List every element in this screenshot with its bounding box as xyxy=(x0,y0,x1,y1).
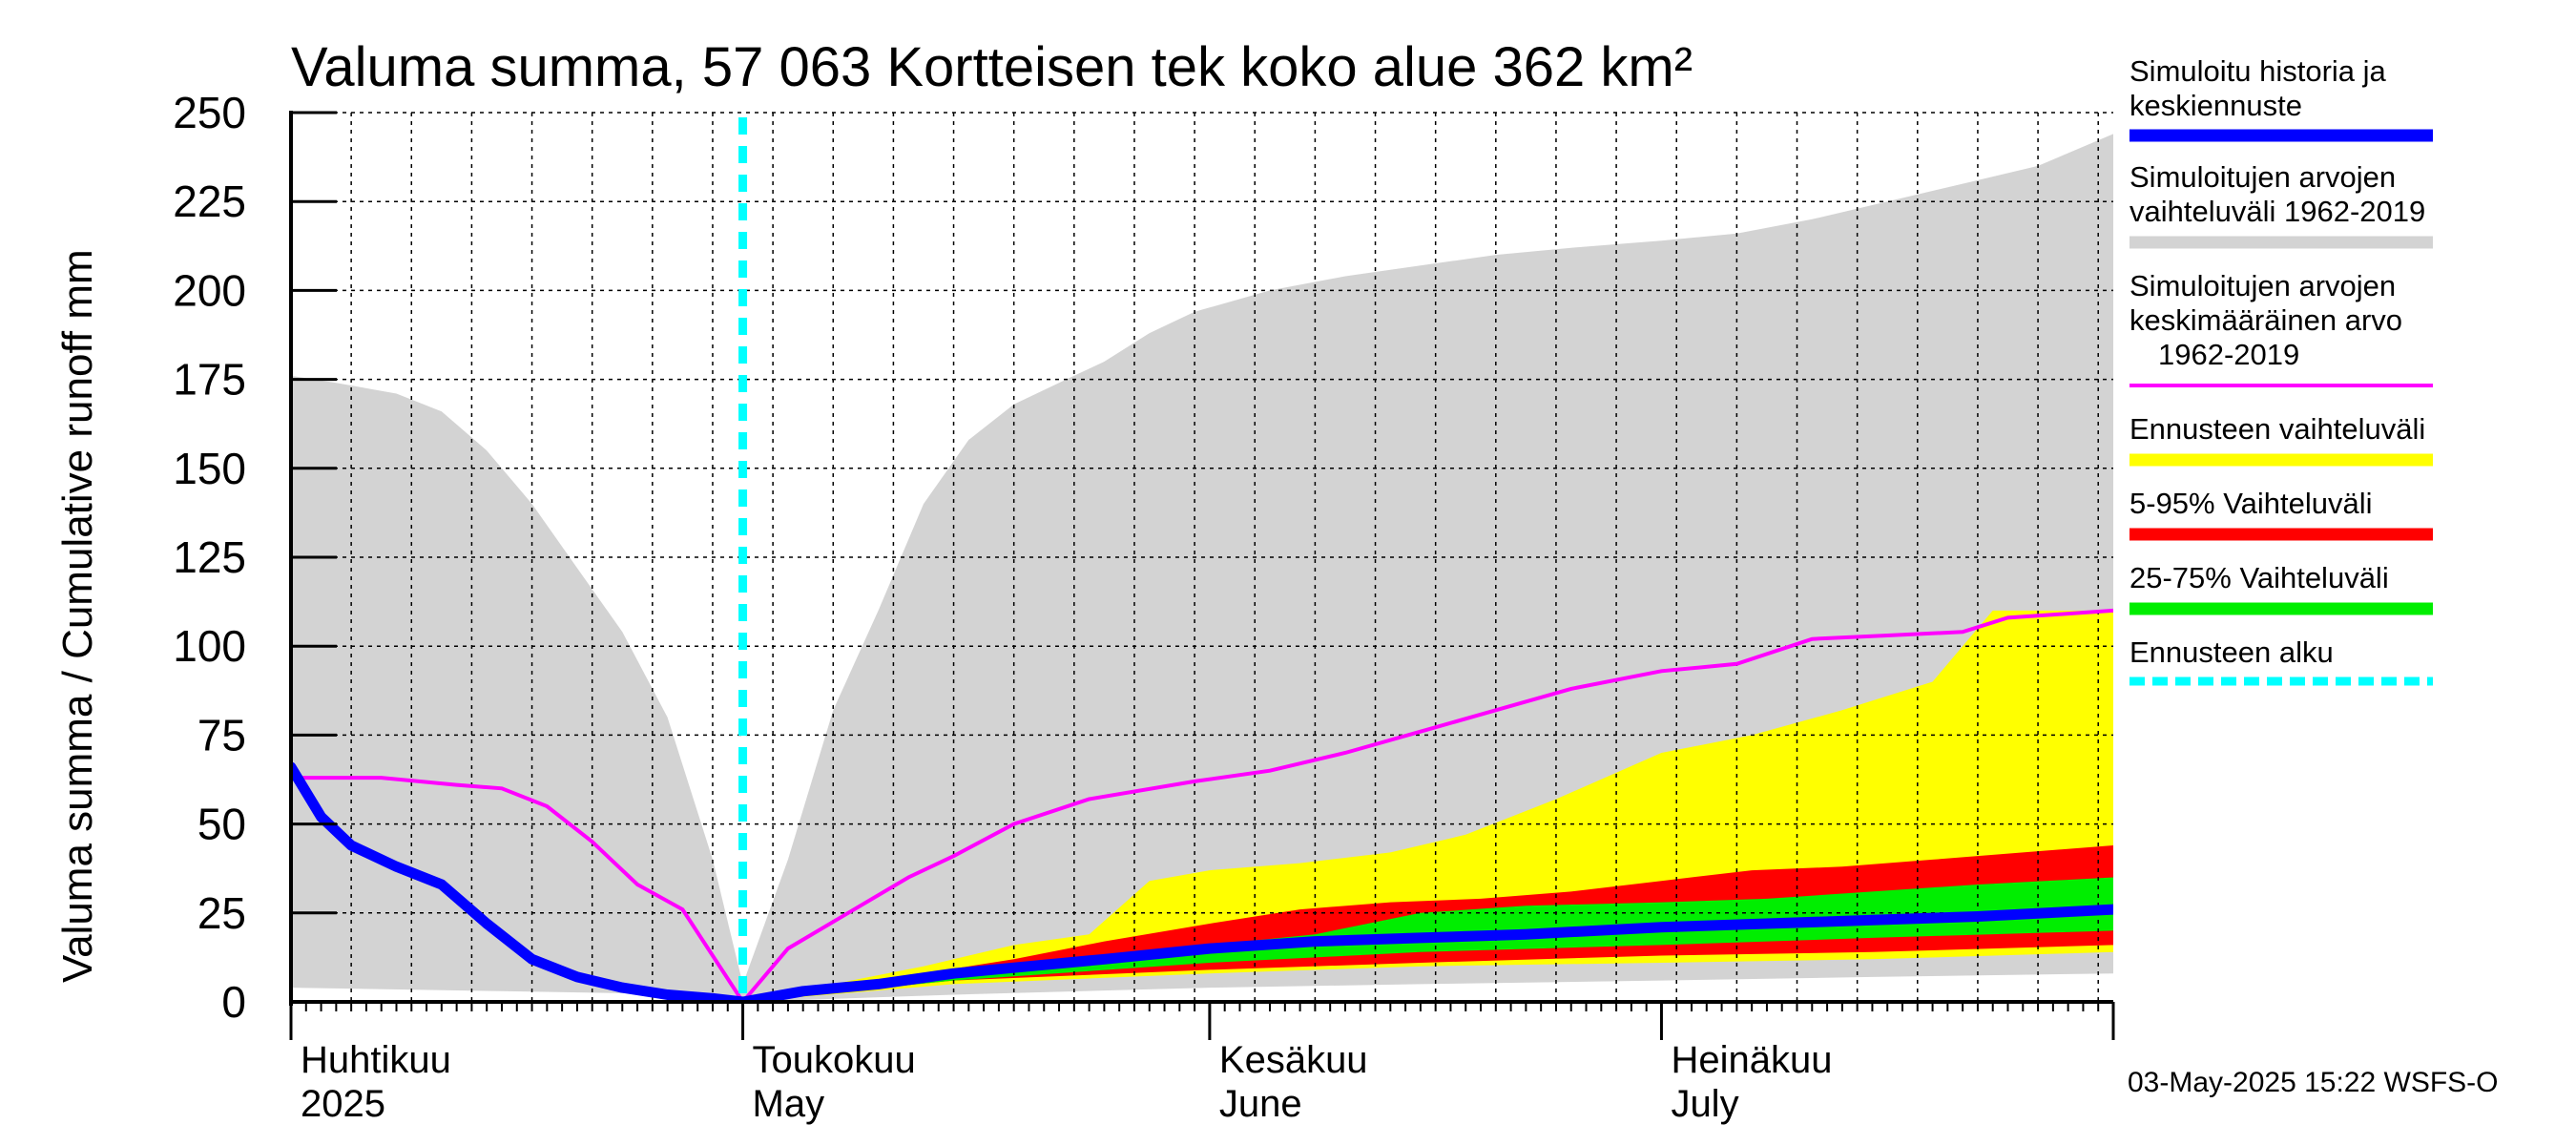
chart-title: Valuma summa, 57 063 Kortteisen tek koko… xyxy=(291,36,1693,98)
y-tick-label: 200 xyxy=(173,265,246,315)
x-month-label-fi: Kesäkuu xyxy=(1219,1039,1368,1081)
legend-label: Simuloitujen arvojen xyxy=(2129,269,2396,302)
x-month-label-fi: Toukokuu xyxy=(753,1039,916,1081)
x-month-label-en: June xyxy=(1219,1083,1302,1125)
legend-label: keskimääräinen arvo xyxy=(2129,303,2402,337)
y-tick-label: 225 xyxy=(173,177,246,226)
y-tick-label: 175 xyxy=(173,355,246,405)
y-tick-label: 100 xyxy=(173,621,246,671)
y-tick-label: 50 xyxy=(197,800,246,849)
legend-label: Ennusteen alku xyxy=(2129,635,2334,669)
grid xyxy=(291,112,2113,1003)
line-simulated-mean xyxy=(291,608,2113,1002)
legend-item: 5-95% Vaihteluväli xyxy=(2129,487,2433,541)
y-tick-label: 25 xyxy=(197,888,246,938)
y-axis-label: Valuma summa / Cumulative runoff mm xyxy=(54,249,101,983)
legend-item: Ennusteen vaihteluväli xyxy=(2129,412,2433,467)
legend-item: 25-75% Vaihteluväli xyxy=(2129,561,2433,615)
y-tick-label: 150 xyxy=(173,444,246,493)
y-tick-label: 125 xyxy=(173,532,246,582)
footer-timestamp: 03-May-2025 15:22 WSFS-O xyxy=(2128,1067,2499,1098)
legend-item: Ennusteen alku xyxy=(2129,635,2433,686)
x-month-label-en: July xyxy=(1671,1083,1738,1125)
x-month-label-fi: Huhtikuu xyxy=(301,1039,451,1081)
legend-label: 1962-2019 xyxy=(2158,338,2299,371)
legend-label: 25-75% Vaihteluväli xyxy=(2129,561,2389,594)
legend: Simuloitu historia jakeskiennusteSimuloi… xyxy=(2129,54,2433,686)
x-month-label-fi: Heinäkuu xyxy=(1671,1039,1832,1081)
y-tick-label: 0 xyxy=(221,977,246,1027)
y-axis-ticks: 0 25 50 75 100 125 150 200 175 225 250 xyxy=(173,88,337,1027)
x-month-label-en: 2025 xyxy=(301,1083,385,1125)
line-simulated-history-forecast xyxy=(291,761,2113,1002)
y-tick-label: 75 xyxy=(197,710,246,760)
legend-label: 5-95% Vaihteluväli xyxy=(2129,487,2372,520)
x-month-label-en: May xyxy=(753,1083,825,1125)
legend-label: Simuloitu historia ja xyxy=(2129,54,2387,88)
legend-label: keskiennuste xyxy=(2129,89,2302,122)
legend-label: vaihteluväli 1962-2019 xyxy=(2129,195,2425,228)
plot-areas xyxy=(291,134,2113,1002)
plot-lines xyxy=(291,117,2113,1002)
legend-label: Simuloitujen arvojen xyxy=(2129,160,2396,194)
y-tick-label: 250 xyxy=(173,88,246,137)
legend-label: Ennusteen vaihteluväli xyxy=(2129,412,2425,446)
